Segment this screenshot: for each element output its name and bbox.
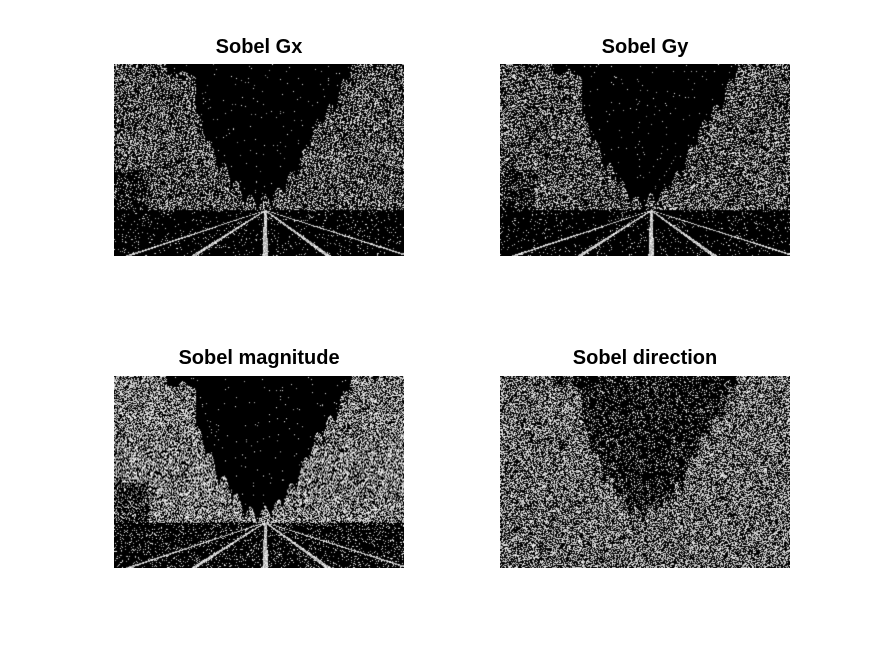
panel-title-sobel-direction: Sobel direction [572,347,718,369]
panel-title-sobel-magnitude: Sobel magnitude [178,347,340,369]
sobel-direction-image [500,376,790,568]
sobel-magnitude-image [114,376,404,568]
panel-title-sobel-gx: Sobel Gx [215,36,303,58]
panel-title-sobel-gy: Sobel Gy [601,36,689,58]
sobel-gx-image [114,64,404,256]
sobel-gy-image [500,64,790,256]
